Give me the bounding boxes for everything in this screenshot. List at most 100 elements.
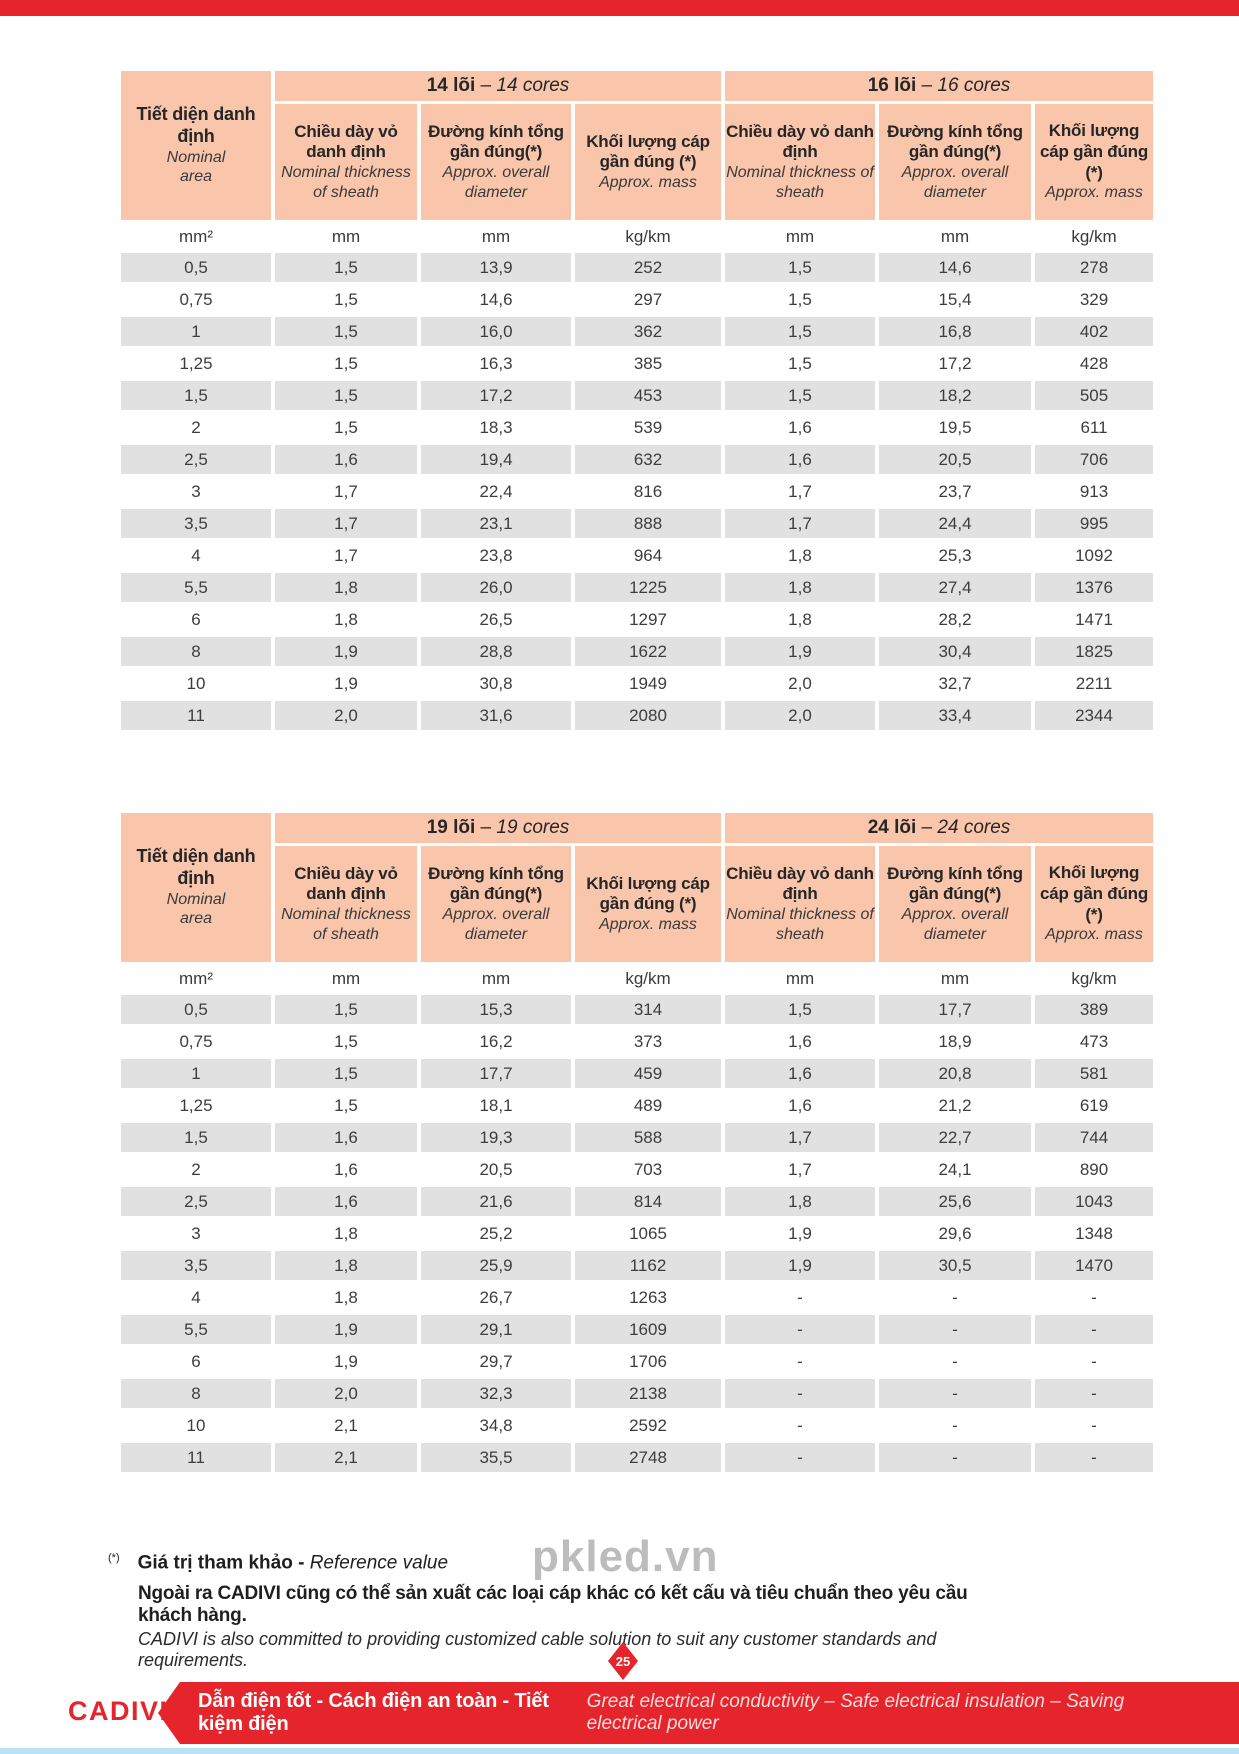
data-cell: 1043 <box>1035 1187 1153 1216</box>
data-cell: 23,7 <box>879 477 1031 506</box>
footer-slogan-vi: Dẫn điện tốt - Cách điện an toàn - Tiết … <box>198 1690 549 1735</box>
data-cell: - <box>1035 1411 1153 1440</box>
data-cell: 2138 <box>575 1379 721 1408</box>
header-en: Nominal thickness of sheath <box>726 906 874 943</box>
data-cell: 2,5 <box>121 1187 271 1216</box>
data-cell: 1,5 <box>725 285 875 314</box>
data-cell: 11 <box>121 1443 271 1472</box>
data-cell: 1622 <box>575 637 721 666</box>
data-cell: 1,6 <box>725 445 875 474</box>
header-en: Approx. mass <box>1045 926 1143 944</box>
data-cell: - <box>725 1315 875 1344</box>
data-cell: 1,7 <box>725 509 875 538</box>
data-cell: 1,8 <box>275 1219 417 1248</box>
unit-cell: mm <box>879 223 1031 250</box>
data-cell: - <box>1035 1283 1153 1312</box>
table-row: 0,75 1,5 14,6 297 1,5 15,4 329 <box>121 285 1153 314</box>
header-vi: Khối lượng cáp gần đúng (*) <box>1039 863 1149 924</box>
data-cell: 539 <box>575 413 721 442</box>
data-cell: - <box>879 1315 1031 1344</box>
data-cell: 32,7 <box>879 669 1031 698</box>
data-cell: 252 <box>575 253 721 282</box>
footnote-custom-en: CADIVI is also committed to providing cu… <box>138 1629 937 1671</box>
footnote-bold-vi: Giá trị tham khảo - <box>137 1552 305 1574</box>
column-header: Khối lượng cáp gần đúng (*) Approx. mass <box>1035 846 1153 962</box>
data-cell: 18,3 <box>421 413 571 442</box>
header-vi: Đường kính tổng gần đúng(*) <box>428 121 564 162</box>
data-cell: 1470 <box>1035 1251 1153 1280</box>
data-cell: 1,6 <box>275 1123 417 1152</box>
data-cell: 1,8 <box>275 605 417 634</box>
spec-table-19-24-cores: Tiết diện danh định Nominal area 19 lõi – … <box>117 810 1153 1475</box>
data-cell: 1,5 <box>121 1123 271 1152</box>
data-cell: 21,2 <box>879 1091 1031 1120</box>
data-cell: 1,8 <box>725 605 875 634</box>
data-cell: - <box>879 1443 1031 1472</box>
data-cell: 33,4 <box>879 701 1031 730</box>
data-cell: 1706 <box>575 1347 721 1376</box>
data-cell: 1,5 <box>725 349 875 378</box>
table-row: 0,5 1,5 15,3 314 1,5 17,7 389 <box>121 995 1153 1024</box>
data-cell: 0,5 <box>121 253 271 282</box>
units-row: mm² mm mm kg/km mm mm kg/km <box>121 223 1153 250</box>
data-cell: 19,5 <box>879 413 1031 442</box>
footer-slogan-en: Great electrical conductivity – Safe ele… <box>586 1691 1125 1734</box>
table-row: 1,5 1,6 19,3 588 1,7 22,7 744 <box>121 1123 1153 1152</box>
data-cell: 816 <box>575 477 721 506</box>
sub-header-row: Chiều dày vỏ danh định Nominal thickness … <box>121 846 1153 962</box>
data-cell: 964 <box>575 541 721 570</box>
data-cell: 1609 <box>575 1315 721 1344</box>
table-row: 10 1,9 30,8 1949 2,0 32,7 2211 <box>121 669 1153 698</box>
data-cell: 1,9 <box>275 637 417 666</box>
data-cell: 31,6 <box>421 701 571 730</box>
data-cell: - <box>725 1443 875 1472</box>
header-vi: Chiều dày vỏ danh định <box>294 121 398 162</box>
data-cell: 22,7 <box>879 1123 1031 1152</box>
data-cell: 22,4 <box>421 477 571 506</box>
data-cell: 23,1 <box>421 509 571 538</box>
data-cell: 2,5 <box>121 445 271 474</box>
data-cell: 1,5 <box>275 349 417 378</box>
data-cell: 6 <box>121 1347 271 1376</box>
table-row: 4 1,8 26,7 1263- - - <box>121 1283 1153 1312</box>
data-cell: - <box>879 1411 1031 1440</box>
data-cell: 1,7 <box>725 1155 875 1184</box>
data-cell: - <box>725 1379 875 1408</box>
data-cell: 1,6 <box>725 1027 875 1056</box>
data-cell: 16,0 <box>421 317 571 346</box>
data-cell: 2,0 <box>275 701 417 730</box>
data-cell: 373 <box>575 1027 721 1056</box>
header-en: Approx. overall diameter <box>901 906 1009 943</box>
data-cell: 1,5 <box>725 995 875 1024</box>
data-cell: 1,9 <box>725 1219 875 1248</box>
table-row: 5,5 1,8 26,0 1225 1,8 27,4 1376 <box>121 573 1153 602</box>
table-row: 1,25 1,5 18,1 489 1,6 21,2 619 <box>121 1091 1153 1120</box>
data-cell: 1,5 <box>725 253 875 282</box>
data-cell: 1065 <box>575 1219 721 1248</box>
data-cell: 18,9 <box>879 1027 1031 1056</box>
data-cell: 1,6 <box>725 413 875 442</box>
data-cell: 25,6 <box>879 1187 1031 1216</box>
data-cell: 11 <box>121 701 271 730</box>
data-cell: 2,1 <box>275 1411 417 1440</box>
data-cell: 5,5 <box>121 1315 271 1344</box>
unit-cell: mm <box>421 223 571 250</box>
data-cell: 29,1 <box>421 1315 571 1344</box>
group-title: 14 lõi – 14 cores <box>275 71 721 101</box>
data-cell: 18,2 <box>879 381 1031 410</box>
data-cell: 1,5 <box>275 1091 417 1120</box>
header-vi: Đường kính tổng gần đúng(*) <box>887 121 1023 162</box>
header-vi: Chiều dày vỏ danh định <box>726 121 874 162</box>
column-header: Đường kính tổng gần đúng(*) Approx. overa… <box>879 846 1031 962</box>
data-cell: 30,5 <box>879 1251 1031 1280</box>
column-header: Khối lượng cáp gần đúng (*) Approx. mass <box>575 846 721 962</box>
header-vi: Tiết diện danh định <box>136 846 256 888</box>
data-cell: 2,1 <box>275 1443 417 1472</box>
header-en: Approx. mass <box>1045 184 1143 202</box>
unit-cell: mm² <box>121 965 271 992</box>
data-cell: 2080 <box>575 701 721 730</box>
column-header-nominal-area: Tiết diện danh định Nominal area <box>121 813 271 962</box>
data-cell: 1,6 <box>725 1059 875 1088</box>
table-row: 3,5 1,8 25,9 1162 1,9 30,5 1470 <box>121 1251 1153 1280</box>
